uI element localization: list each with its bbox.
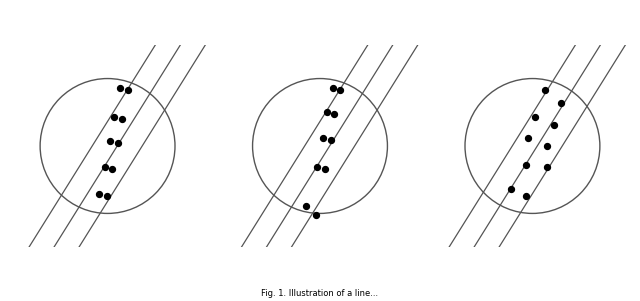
Point xyxy=(520,194,531,198)
Point xyxy=(123,88,133,92)
Point xyxy=(506,187,516,192)
Point xyxy=(530,115,540,119)
Point xyxy=(540,88,550,92)
Point xyxy=(318,136,328,141)
Point xyxy=(542,165,552,169)
Point xyxy=(115,86,125,91)
Point xyxy=(330,112,340,116)
Point xyxy=(556,100,566,105)
Point xyxy=(108,167,118,172)
Point xyxy=(100,165,110,169)
Point xyxy=(322,110,332,115)
Point xyxy=(109,115,120,119)
Point xyxy=(312,165,322,169)
Point xyxy=(520,163,531,168)
Point xyxy=(300,203,310,208)
Point xyxy=(542,144,552,148)
Point xyxy=(328,86,338,91)
Point xyxy=(311,213,321,218)
Point xyxy=(548,123,559,127)
Text: Fig. 1. Illustration of a line...: Fig. 1. Illustration of a line... xyxy=(261,289,379,298)
Point xyxy=(102,194,112,198)
Point xyxy=(320,167,330,172)
Point xyxy=(522,136,532,141)
Point xyxy=(326,138,336,143)
Point xyxy=(94,192,104,197)
Point xyxy=(106,139,116,144)
Point xyxy=(117,116,127,121)
Point xyxy=(113,141,124,145)
Point xyxy=(335,88,346,92)
